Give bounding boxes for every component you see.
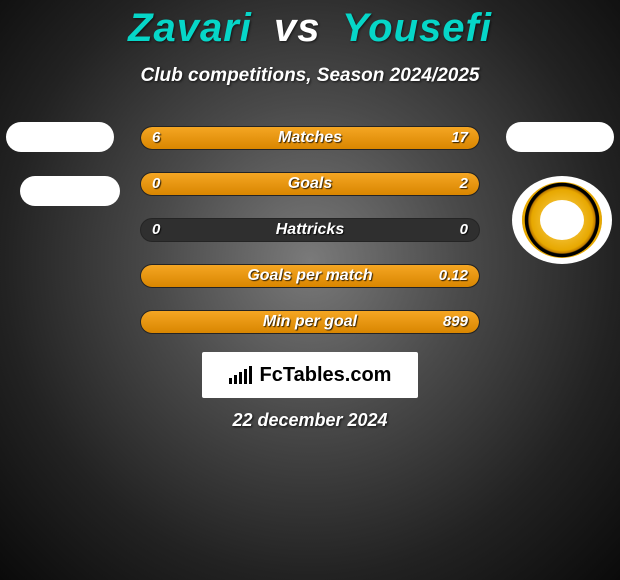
subtitle: Club competitions, Season 2024/2025 bbox=[0, 65, 620, 87]
stat-bar-bg bbox=[140, 126, 480, 150]
player2-avatar-placeholder bbox=[506, 122, 614, 152]
stat-row: Goals per match0.12 bbox=[140, 264, 480, 288]
source-logo: FcTables.com bbox=[202, 352, 418, 398]
player1-club-placeholder bbox=[20, 176, 120, 206]
player2-name: Yousefi bbox=[342, 6, 492, 50]
stat-row: 0Goals2 bbox=[140, 172, 480, 196]
stat-bar-bg bbox=[140, 172, 480, 196]
logo-bars-icon bbox=[229, 366, 254, 384]
stats-container: 6Matches17 0Goals2 0Hattricks0 Goals per ma… bbox=[140, 126, 480, 356]
stat-bar-right bbox=[236, 127, 479, 149]
stat-row: Min per goal899 bbox=[140, 310, 480, 334]
player1-avatar-placeholder bbox=[6, 122, 114, 152]
stat-row: 0Hattricks0 bbox=[140, 218, 480, 242]
logo-text: FcTables.com bbox=[260, 364, 392, 387]
stat-bar-right bbox=[141, 173, 479, 195]
comparison-card: Zavari vs Yousefi Club competitions, Sea… bbox=[0, 0, 620, 580]
stat-bar-left bbox=[141, 127, 236, 149]
date-label: 22 december 2024 bbox=[0, 410, 620, 431]
stat-bar-right bbox=[141, 265, 479, 287]
club-badge-core bbox=[540, 200, 584, 240]
stat-bar-right bbox=[141, 311, 479, 333]
vs-label: vs bbox=[274, 6, 321, 50]
stat-bar-bg bbox=[140, 264, 480, 288]
stat-bar-bg bbox=[140, 218, 480, 242]
stat-bar-bg bbox=[140, 310, 480, 334]
player2-club-badge bbox=[512, 176, 612, 264]
stat-row: 6Matches17 bbox=[140, 126, 480, 150]
player1-name: Zavari bbox=[128, 6, 252, 50]
page-title: Zavari vs Yousefi bbox=[0, 0, 620, 51]
